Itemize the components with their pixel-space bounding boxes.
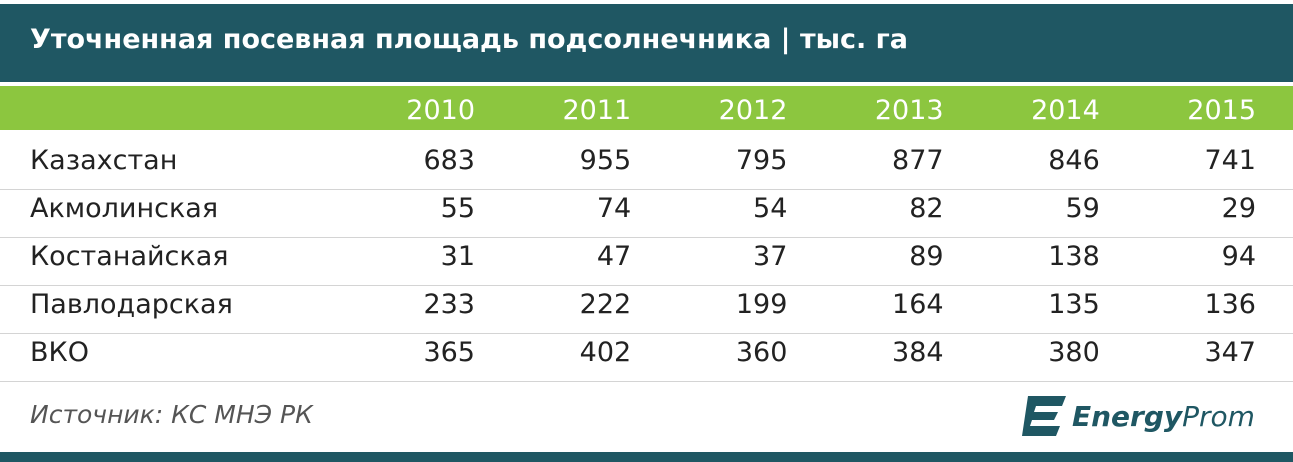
- cell: 795: [735, 145, 788, 176]
- cell: 222: [579, 289, 632, 320]
- logo: EnergyProm: [1072, 400, 1255, 433]
- cell: 136: [1204, 289, 1256, 320]
- row-label: Казахстан: [30, 145, 178, 176]
- cell: 380: [1048, 337, 1100, 368]
- cell: 233: [423, 289, 475, 320]
- header-row: [0, 86, 1293, 130]
- bottom-bar: [0, 452, 1293, 462]
- title-bar: [0, 4, 1293, 82]
- cell: 31: [440, 241, 475, 272]
- cell: 89: [909, 241, 944, 272]
- cell: 94: [1221, 241, 1256, 272]
- row-label: Костанайская: [30, 241, 229, 272]
- column-header: 2013: [874, 95, 944, 126]
- row-label: ВКО: [30, 337, 89, 368]
- column-header: 2012: [718, 95, 788, 126]
- cell: 365: [423, 337, 475, 368]
- cell: 402: [579, 337, 632, 368]
- row-separator: [0, 381, 1293, 382]
- cell: 741: [1204, 145, 1256, 176]
- column-header: 2010: [406, 95, 475, 126]
- row-label: Акмолинская: [30, 193, 219, 224]
- cell: 74: [596, 193, 632, 224]
- cell: 384: [892, 337, 944, 368]
- cell: 47: [596, 241, 632, 272]
- logo-bold: Energy: [1072, 400, 1183, 433]
- cell: 29: [1221, 193, 1256, 224]
- cell: 347: [1204, 337, 1256, 368]
- cell: 135: [1048, 289, 1100, 320]
- cell: 955: [579, 145, 632, 176]
- cell: 37: [753, 241, 788, 272]
- column-header: 2011: [562, 95, 632, 126]
- cell: 360: [735, 337, 788, 368]
- cell: 55: [440, 193, 475, 224]
- cell: 59: [1065, 193, 1100, 224]
- row-separator: [0, 333, 1293, 334]
- cell: 877: [892, 145, 944, 176]
- column-header: 2015: [1187, 95, 1256, 126]
- cell: 683: [423, 145, 475, 176]
- cell: 138: [1048, 241, 1100, 272]
- cell: 54: [753, 193, 788, 224]
- column-header: 2014: [1031, 95, 1100, 126]
- cell: 846: [1048, 145, 1100, 176]
- row-separator: [0, 285, 1293, 286]
- source: Источник: КС МНЭ РК: [30, 400, 313, 429]
- row-separator: [0, 189, 1293, 190]
- title: Уточненная посевная площадь подсолнечник…: [30, 24, 909, 55]
- row-label: Павлодарская: [30, 289, 233, 320]
- row-separator: [0, 237, 1293, 238]
- logo-light: Prom: [1182, 400, 1255, 433]
- cell: 82: [909, 193, 944, 224]
- cell: 164: [892, 289, 944, 320]
- cell: 199: [735, 289, 788, 320]
- logo-icon: [1022, 396, 1066, 436]
